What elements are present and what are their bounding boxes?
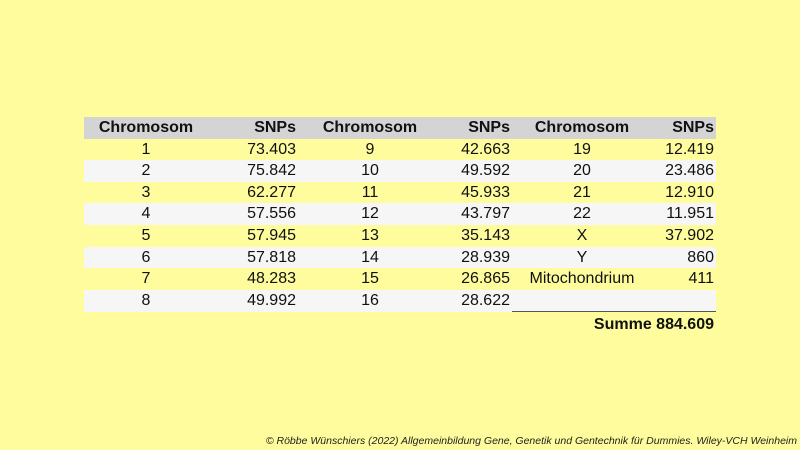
header-snps-2: SNPs [468, 119, 510, 136]
snp-count-cell [652, 290, 716, 312]
snp-table: Chromosom SNPs Chromosom SNPs Chromosom … [84, 117, 716, 339]
snp-count-cell: 411 [688, 270, 714, 288]
snp-count-cell: 57.818 [247, 248, 296, 266]
chromosome-cell: X [576, 226, 588, 244]
header-row: Chromosom SNPs Chromosom SNPs Chromosom … [84, 117, 716, 139]
chromosome-cell: 21 [573, 183, 591, 201]
chromosome-cell: 5 [141, 226, 151, 244]
chromosome-cell: Mitochondrium [529, 270, 635, 288]
table-row: 8 49.992 16 28.622 [84, 289, 716, 312]
snp-count-cell: 49.592 [461, 162, 510, 180]
chromosome-cell: 9 [365, 140, 375, 158]
snp-count-cell: 37.902 [665, 226, 714, 244]
sum-row: Summe 884.609 [84, 311, 716, 339]
chromosome-cell: 13 [361, 226, 379, 244]
chromosome-cell: 11 [361, 183, 379, 201]
chromosome-cell: 8 [141, 292, 151, 309]
chromosome-cell: 19 [573, 140, 591, 158]
table-row: 1 73.403 9 42.663 19 12.419 [84, 139, 716, 161]
table-row: 6 57.818 14 28.939 Y 860 [84, 246, 716, 269]
snp-count-cell: 62.277 [247, 183, 296, 201]
snp-count-cell: 12.419 [665, 140, 714, 158]
empty-cell [442, 311, 512, 339]
snp-count-cell: 73.403 [247, 140, 296, 158]
chromosome-cell: 14 [361, 248, 379, 266]
chromosome-cell: 20 [573, 162, 591, 180]
chromosome-cell: Y [576, 248, 588, 266]
snp-count-cell: 45.933 [461, 183, 510, 201]
chromosome-cell [512, 290, 652, 312]
copyright-credit: © Röbbe Wünschiers (2022) Allgemeinbildu… [265, 435, 797, 447]
snp-count-cell: 860 [687, 248, 714, 266]
snp-count-cell: 28.939 [461, 248, 510, 266]
chromosome-cell: 4 [141, 205, 151, 223]
header-snps-1: SNPs [254, 119, 296, 136]
chromosome-cell: 1 [141, 140, 151, 158]
snp-count-cell: 57.556 [247, 205, 296, 223]
table-row: 2 75.842 10 49.592 20 23.486 [84, 160, 716, 182]
header-chromosom-2: Chromosom [322, 119, 418, 136]
snp-count-cell: 12.910 [665, 183, 714, 201]
snp-count-cell: 42.663 [461, 140, 510, 158]
snp-count-cell: 57.945 [247, 226, 296, 244]
snp-count-cell: 35.143 [461, 226, 510, 244]
header-chromosom-1: Chromosom [98, 119, 194, 136]
sum-total: Summe 884.609 [512, 311, 716, 339]
chromosome-cell: 3 [141, 183, 151, 201]
chromosome-cell: 6 [141, 248, 151, 266]
snp-count-cell: 23.486 [665, 162, 714, 180]
chromosome-cell: 2 [141, 162, 151, 180]
snp-count-cell: 75.842 [247, 162, 296, 180]
table-row: 5 57.945 13 35.143 X 37.902 [84, 225, 716, 247]
table-row: 3 62.277 11 45.933 21 12.910 [84, 182, 716, 204]
chromosome-cell: 16 [361, 292, 379, 309]
table-row: 7 48.283 15 26.865 Mitochondrium 411 [84, 268, 716, 290]
empty-cell [84, 311, 208, 339]
snp-count-cell: 49.992 [247, 292, 296, 309]
chromosome-cell: 15 [361, 270, 379, 288]
empty-cell [298, 311, 442, 339]
chromosome-cell: 22 [573, 205, 591, 223]
table-row: 4 57.556 12 43.797 22 11.951 [84, 203, 716, 225]
chromosome-cell: 12 [361, 205, 379, 223]
empty-cell [208, 311, 298, 339]
snp-count-cell: 43.797 [461, 205, 510, 223]
chromosome-cell: 10 [361, 162, 379, 180]
snp-count-cell: 48.283 [247, 270, 296, 288]
snp-count-cell: 26.865 [461, 270, 510, 288]
snp-count-cell: 28.622 [461, 292, 510, 309]
header-snps-3: SNPs [672, 119, 714, 136]
snp-count-cell: 11.951 [666, 205, 714, 223]
chromosome-cell: 7 [141, 270, 151, 288]
header-chromosom-3: Chromosom [534, 119, 630, 136]
